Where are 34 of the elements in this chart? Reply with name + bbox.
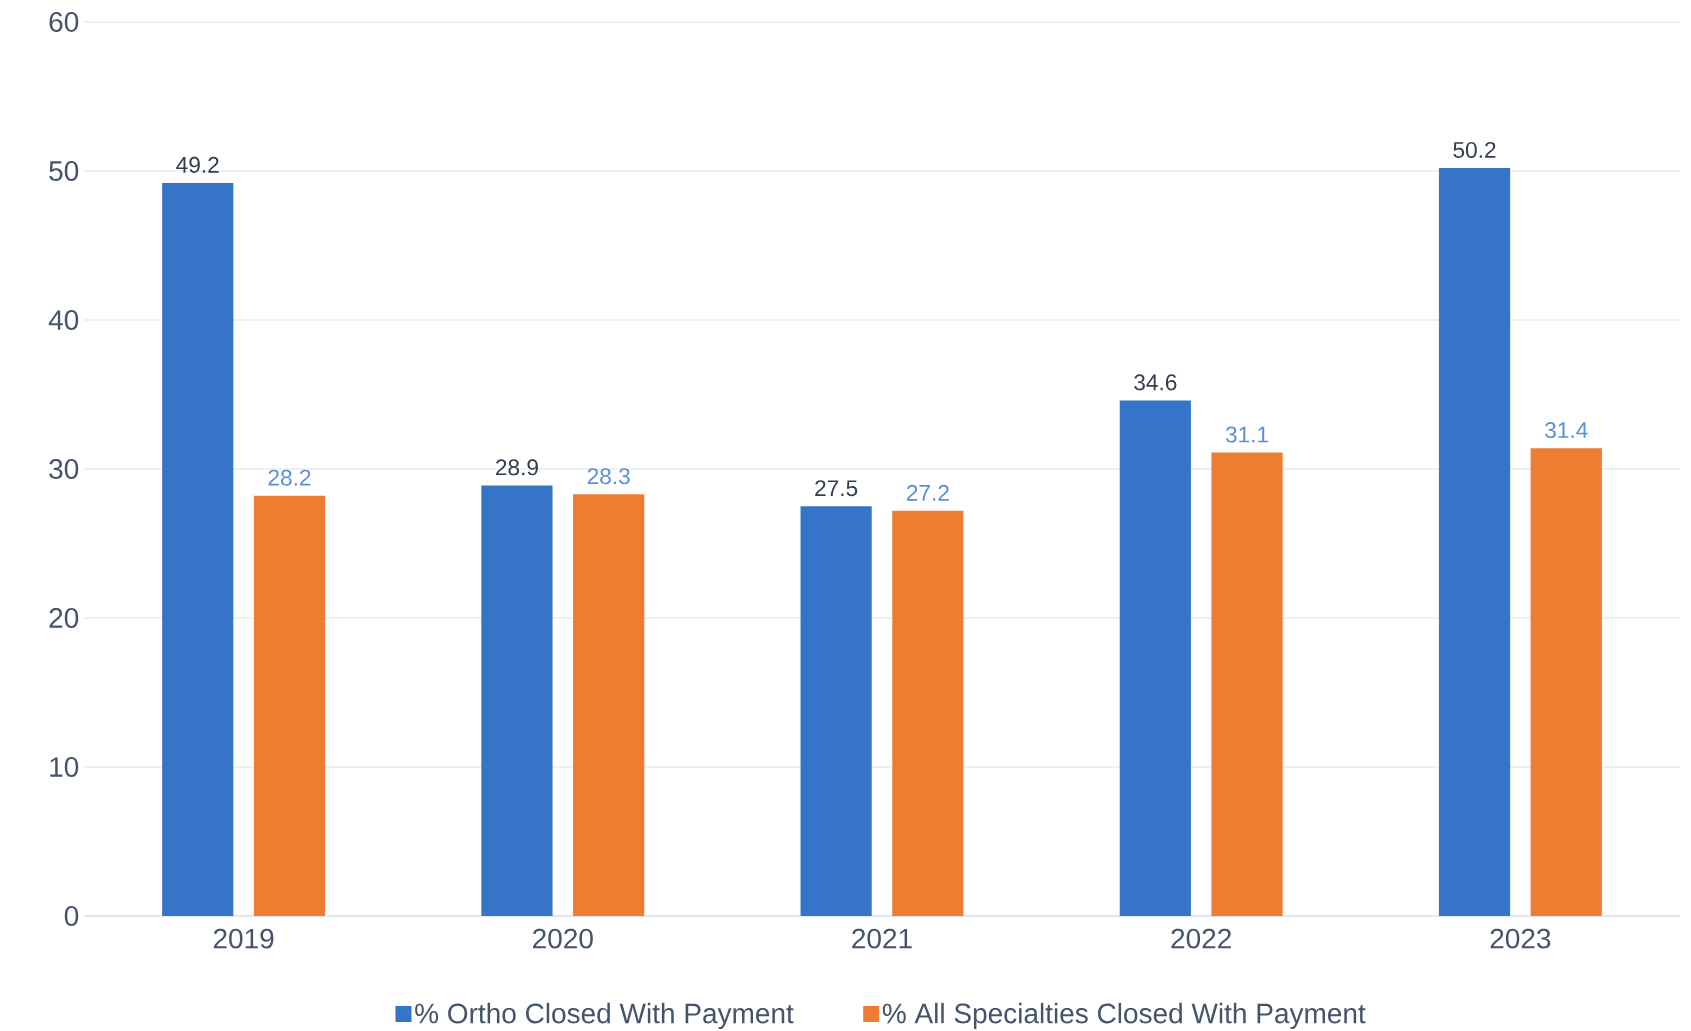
x-tick-label: 2021 (852, 928, 912, 949)
data-label: 27.2 (906, 484, 949, 501)
legend-label: % All Specialties Closed With Payment (882, 1002, 1366, 1029)
bar (1119, 400, 1191, 916)
y-tick-label: 40 (48, 310, 79, 330)
bar (1438, 168, 1511, 916)
y-tick-label: 60 (49, 12, 79, 32)
y-tick-label: 0 (64, 906, 79, 926)
legend-label: % Ortho Closed With Payment (415, 1002, 794, 1029)
y-tick-label: 10 (50, 757, 79, 777)
data-label: 28.9 (496, 459, 538, 476)
data-label: 28.3 (587, 468, 630, 485)
y-tick-label: 50 (49, 161, 79, 181)
x-tick-label: 2022 (1171, 928, 1231, 949)
bar (481, 485, 553, 916)
x-tick-label: 2020 (533, 928, 593, 949)
bar (892, 510, 964, 916)
data-label: 31.1 (1225, 426, 1269, 443)
data-label: 34.6 (1134, 374, 1177, 391)
bar (1211, 452, 1283, 916)
bar (573, 494, 645, 916)
data-label: 50.2 (1453, 141, 1496, 158)
x-tick-label: 2023 (1490, 928, 1551, 949)
bar (800, 506, 872, 916)
data-label: 31.4 (1545, 422, 1588, 439)
data-label: 28.2 (268, 469, 311, 486)
data-label: 49.2 (176, 156, 219, 173)
y-tick-label: 20 (49, 608, 79, 628)
y-tick-label: 30 (49, 459, 79, 479)
x-tick-label: 2019 (213, 928, 274, 949)
data-label: 27.5 (815, 480, 858, 497)
bar (1530, 448, 1602, 916)
bar (162, 182, 234, 916)
bar (253, 495, 326, 916)
